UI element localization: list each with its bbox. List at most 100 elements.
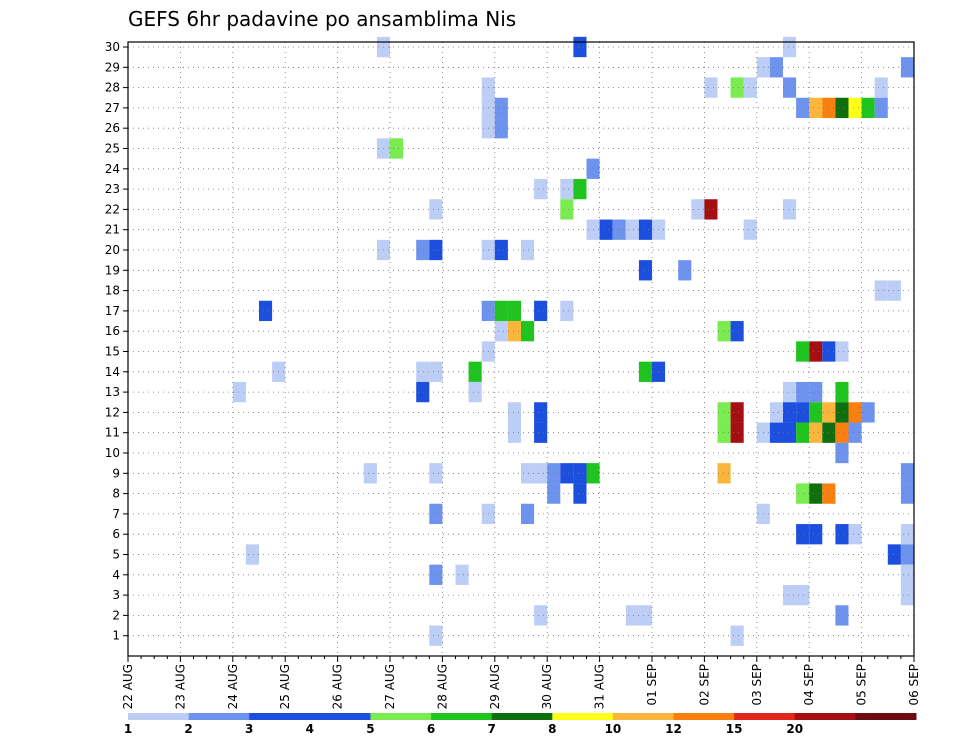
precip-cell	[743, 77, 757, 98]
precip-cell	[507, 321, 521, 342]
y-tick-label: 26	[105, 121, 120, 135]
colorbar-swatch	[552, 713, 614, 720]
precip-cell	[612, 219, 626, 240]
y-tick-label: 16	[105, 324, 120, 338]
precip-cell	[796, 422, 810, 443]
precip-cell	[874, 77, 888, 98]
precip-cell	[783, 77, 797, 98]
cells-layer	[232, 36, 914, 646]
precip-cell	[769, 402, 783, 423]
precip-cell	[730, 422, 744, 443]
precip-cell	[429, 625, 443, 646]
precip-cell	[573, 483, 587, 504]
colorbar-swatch	[370, 713, 432, 720]
precip-cell	[429, 503, 443, 525]
x-tick-label: 24 AUG	[226, 664, 240, 709]
y-tick-label: 6	[112, 527, 120, 541]
y-tick-label: 27	[105, 101, 120, 115]
colorbar-label: 6	[427, 722, 435, 736]
y-tick-label: 14	[105, 365, 120, 379]
precip-cell	[468, 381, 482, 403]
x-tick-label: 01 SEP	[645, 664, 659, 706]
precip-cell	[416, 361, 430, 382]
precip-cell	[573, 463, 587, 484]
precip-cell	[809, 422, 823, 443]
y-tick-label: 4	[112, 568, 120, 582]
precip-cell	[796, 524, 810, 545]
precip-cell	[848, 402, 862, 423]
precip-cell	[874, 97, 888, 119]
y-tick-label: 15	[105, 345, 120, 359]
colorbar: 1 2 3 4 5 6 7 8 10 12 15 20	[124, 713, 917, 736]
precip-cell	[796, 341, 810, 362]
precip-cell	[717, 321, 731, 342]
precip-cell	[900, 584, 914, 606]
precip-cell	[796, 402, 810, 423]
x-tick-label: 27 AUG	[383, 664, 397, 709]
precip-cell	[468, 361, 482, 382]
precip-cell	[573, 36, 587, 58]
plot-frame	[127, 41, 915, 657]
colorbar-swatch	[188, 713, 250, 720]
precip-cell	[835, 422, 849, 443]
colorbar-swatch	[673, 713, 735, 720]
x-tick-label: 31 AUG	[593, 664, 607, 709]
grid-layer	[128, 42, 914, 656]
precip-cell	[796, 97, 810, 119]
precip-cell	[416, 239, 430, 261]
y-tick-label: 12	[105, 405, 120, 419]
colorbar-label: 3	[245, 722, 253, 736]
precip-cell	[691, 199, 705, 220]
y-tick-label: 18	[105, 284, 120, 298]
precip-cell	[678, 260, 692, 281]
precip-cell	[809, 341, 823, 362]
y-tick-label: 3	[112, 588, 120, 602]
precip-cell	[848, 422, 862, 443]
precip-cell	[429, 199, 443, 220]
precip-cell	[717, 422, 731, 443]
precip-cell	[534, 402, 548, 423]
precip-cell	[494, 239, 508, 261]
precip-cell	[717, 402, 731, 423]
precip-cell	[599, 219, 613, 240]
x-tick-label: 29 AUG	[488, 664, 502, 709]
y-tick-label: 5	[112, 548, 120, 562]
precip-cell	[769, 57, 783, 78]
precip-cell	[638, 219, 652, 240]
x-tick-label: 28 AUG	[435, 664, 449, 709]
colorbar-label: 15	[726, 722, 743, 736]
y-tick-label: 23	[105, 182, 120, 196]
precip-cell	[730, 321, 744, 342]
precip-cell	[900, 463, 914, 484]
x-tick-label: 04 SEP	[802, 664, 816, 706]
precip-cell	[560, 199, 574, 220]
y-tick-label: 19	[105, 263, 120, 277]
colorbar-label: 12	[665, 722, 682, 736]
precip-cell	[848, 97, 862, 119]
precip-cell	[809, 402, 823, 423]
precip-cell	[363, 463, 377, 484]
y-axis: 1234567891011121314151617181920212223242…	[105, 40, 128, 643]
precip-cell	[848, 524, 862, 545]
precip-cell	[835, 341, 849, 362]
precip-cell	[429, 239, 443, 261]
precip-cell	[783, 402, 797, 423]
colorbar-swatch	[855, 713, 917, 720]
precip-cell	[573, 178, 587, 200]
precip-cell	[455, 564, 469, 585]
precip-cell	[730, 402, 744, 423]
y-tick-label: 28	[105, 81, 120, 95]
precip-cell	[783, 199, 797, 220]
x-tick-label: 06 SEP	[907, 664, 921, 706]
precip-cell	[704, 77, 718, 98]
precip-cell	[835, 97, 849, 119]
precip-cell	[507, 300, 521, 322]
colorbar-label: 5	[366, 722, 374, 736]
x-axis: 22 AUG 23 AUG 24 AUG 25 AUG 26 AUG 27 AUG 28 A…	[121, 656, 921, 709]
precip-cell	[494, 300, 508, 322]
colorbar-swatch	[491, 713, 553, 720]
colorbar-label: 2	[184, 722, 192, 736]
precip-cell	[796, 584, 810, 606]
precip-cell	[521, 503, 535, 525]
x-tick-label: 23 AUG	[173, 664, 187, 709]
